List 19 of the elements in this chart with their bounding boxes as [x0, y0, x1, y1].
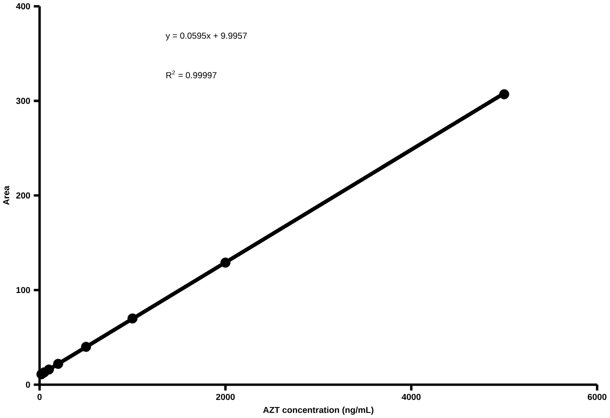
x-tick-label: 2000 [216, 394, 235, 400]
point [53, 358, 64, 369]
point [44, 364, 54, 375]
annotation: R$^{2}$ = 0.99997 [166, 70, 216, 78]
y-tick-label: 100 [16, 287, 30, 294]
y-tick-label: 300 [16, 98, 30, 104]
y-tick-label: 200 [16, 192, 30, 199]
annotation: y = 0.0595x + 9.9957 [166, 32, 247, 40]
x-axis-title: AZT concentration (ng/mL) [263, 406, 374, 415]
x-tick-label: 4000 [402, 394, 421, 400]
y-axis-title: Area [3, 186, 10, 205]
x-tick-label: 6000 [588, 394, 606, 400]
y-tick-label: 0 [26, 382, 30, 388]
point [81, 342, 92, 352]
point [499, 89, 510, 100]
point [127, 313, 138, 324]
y-tick-label: 400 [16, 3, 30, 10]
x-tick-label: 0 [38, 394, 42, 400]
point [220, 258, 230, 268]
